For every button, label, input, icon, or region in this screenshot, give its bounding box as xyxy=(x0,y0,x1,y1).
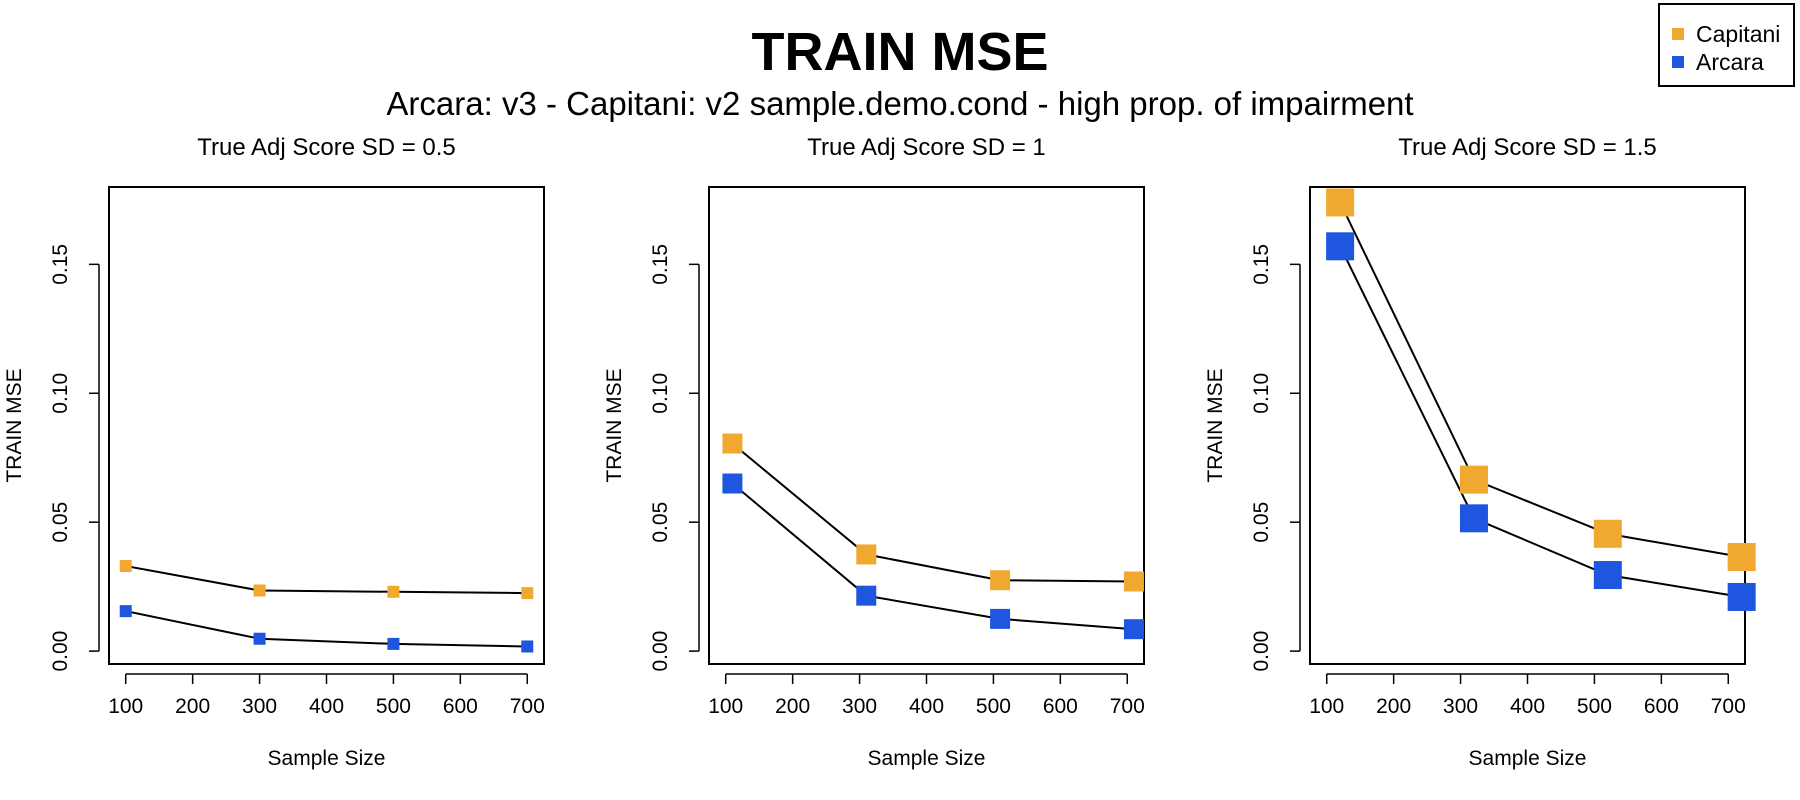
panel-1-series-line-capitani xyxy=(125,565,528,595)
panel-2-y-tick-label-2: 0.10 xyxy=(649,373,672,414)
panel-3-marker-arcara-720 xyxy=(1727,582,1756,611)
panel-1-y-axis-label: TRAIN MSE xyxy=(3,368,26,482)
panel-3-marker-capitani-720 xyxy=(1727,542,1756,571)
panel-1-x-tick-label-100: 100 xyxy=(108,695,143,718)
panel-3-series-line-capitani xyxy=(1339,202,1742,558)
panel-1-series-line-arcara xyxy=(125,610,528,648)
panel-3-x-tick-label-700: 700 xyxy=(1711,695,1746,718)
panel-1-y-tick-label-2: 0.10 xyxy=(49,373,72,414)
panel-2-title: True Adj Score SD = 1 xyxy=(807,134,1046,161)
legend-item-arcara: Arcara xyxy=(1672,49,1764,75)
panel-2-marker-capitani-510 xyxy=(990,570,1011,591)
panel-2-marker-capitani-710 xyxy=(1123,571,1144,592)
panel-1-y-tick-label-1: 0.05 xyxy=(49,502,72,543)
panel-2-x-tick-label-200: 200 xyxy=(775,695,810,718)
legend: Capitani Arcara xyxy=(1658,3,1795,87)
panel-1-marker-arcara-500 xyxy=(387,637,400,650)
legend-label-capitani: Capitani xyxy=(1696,20,1781,47)
panel-3-y-tick-label-1: 0.05 xyxy=(1250,502,1273,543)
panel-1-marker-capitani-100 xyxy=(119,560,132,573)
legend-swatch-arcara xyxy=(1672,56,1684,68)
panel-3-x-tick-label-300: 300 xyxy=(1443,695,1478,718)
panel-3-series-line-arcara xyxy=(1339,245,1742,598)
panel-1-x-tick-label-500: 500 xyxy=(376,695,411,718)
panel-3-x-axis-label: Sample Size xyxy=(1469,747,1587,770)
panel-3-y-tick-label-3: 0.15 xyxy=(1250,244,1273,285)
panel-3-x-tick-label-400: 400 xyxy=(1510,695,1545,718)
panel-3-marker-capitani-520 xyxy=(1593,519,1622,548)
legend-item-capitani: Capitani xyxy=(1672,21,1780,47)
panel-2-marker-capitani-310 xyxy=(856,544,877,565)
panel-3-x-tick-label-600: 600 xyxy=(1644,695,1679,718)
panel-2-series-line-arcara xyxy=(731,482,1135,631)
panel-2-y-tick-label-1: 0.05 xyxy=(649,502,672,543)
panel-1-marker-capitani-300 xyxy=(253,584,266,597)
panel-3-marker-arcara-320 xyxy=(1459,504,1488,533)
panel-2-x-tick-label-400: 400 xyxy=(909,695,944,718)
legend-label-arcara: Arcara xyxy=(1696,48,1764,75)
panel-1-x-tick-label-400: 400 xyxy=(309,695,344,718)
panel-3-y-tick-label-0: 0.00 xyxy=(1250,631,1273,672)
panel-3-x-tick-label-500: 500 xyxy=(1577,695,1612,718)
panel-2-y-tick-label-0: 0.00 xyxy=(649,631,672,672)
panel-2-x-tick-label-100: 100 xyxy=(708,695,743,718)
panel-3-marker-capitani-120 xyxy=(1326,188,1355,217)
panel-1-x-axis-label: Sample Size xyxy=(268,747,386,770)
panel-2-marker-arcara-310 xyxy=(856,585,877,606)
panel-2-marker-capitani-110 xyxy=(722,433,743,454)
panel-1-title: True Adj Score SD = 0.5 xyxy=(197,134,456,161)
panel-1-x-tick-label-700: 700 xyxy=(510,695,545,718)
panel-2-marker-arcara-110 xyxy=(722,473,743,494)
page-title: TRAIN MSE xyxy=(751,22,1049,82)
panel-2-marker-arcara-710 xyxy=(1123,619,1144,640)
panel-2-x-tick-label-500: 500 xyxy=(976,695,1011,718)
panel-2-x-axis-label: Sample Size xyxy=(868,747,986,770)
panel-3-marker-capitani-320 xyxy=(1459,465,1488,494)
panel-1-x-tick-label-600: 600 xyxy=(443,695,478,718)
panel-1-y-tick-label-0: 0.00 xyxy=(49,631,72,672)
panel-2-x-tick-label-700: 700 xyxy=(1110,695,1145,718)
panel-3-y-tick-label-2: 0.10 xyxy=(1250,373,1273,414)
panel-2-plot-frame xyxy=(708,186,1145,665)
panel-3-y-axis-label: TRAIN MSE xyxy=(1204,368,1227,482)
panel-3-marker-arcara-120 xyxy=(1326,232,1355,261)
panel-1-plot-frame xyxy=(108,186,545,665)
panel-2-x-tick-label-600: 600 xyxy=(1043,695,1078,718)
panel-3-x-tick-label-100: 100 xyxy=(1309,695,1344,718)
panel-2-y-tick-label-3: 0.15 xyxy=(649,244,672,285)
panel-1-x-tick-label-200: 200 xyxy=(175,695,210,718)
panel-1-y-tick-label-3: 0.15 xyxy=(49,244,72,285)
panel-3-marker-arcara-520 xyxy=(1593,561,1622,590)
panel-1-marker-capitani-700 xyxy=(521,587,534,600)
panel-2-series-line-capitani xyxy=(731,442,1134,583)
panel-1-marker-arcara-700 xyxy=(521,640,534,653)
panel-3-x-tick-label-200: 200 xyxy=(1376,695,1411,718)
panel-2-y-axis-label: TRAIN MSE xyxy=(603,368,626,482)
panel-1-x-tick-label-300: 300 xyxy=(242,695,277,718)
panel-1-marker-arcara-300 xyxy=(253,632,266,645)
panel-2-x-tick-label-300: 300 xyxy=(842,695,877,718)
panel-3-plot-frame xyxy=(1309,186,1746,665)
legend-swatch-capitani xyxy=(1672,28,1684,40)
page-subtitle: Arcara: v3 - Capitani: v2 sample.demo.co… xyxy=(386,85,1414,122)
panel-3-title: True Adj Score SD = 1.5 xyxy=(1398,134,1657,161)
panel-1-marker-arcara-100 xyxy=(119,605,132,618)
panel-2-marker-arcara-510 xyxy=(990,608,1011,629)
panel-1-marker-capitani-500 xyxy=(387,585,400,598)
